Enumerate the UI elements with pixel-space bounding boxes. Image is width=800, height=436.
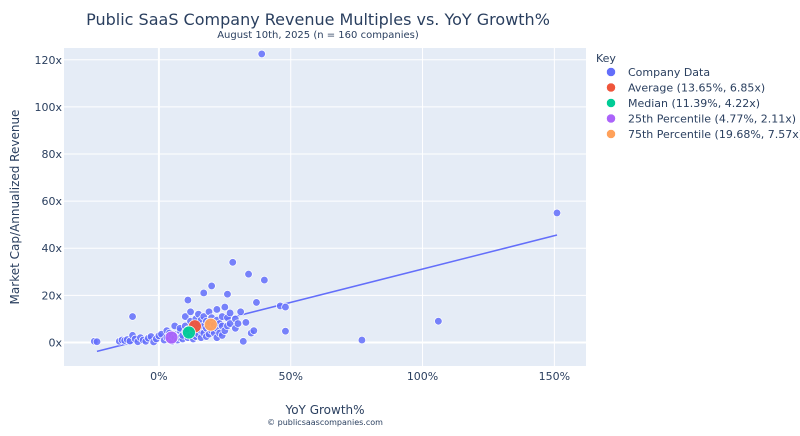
legend-entry-label: Average (13.65%, 6.85x) — [628, 82, 765, 95]
company-data-point — [281, 302, 290, 312]
x-tick-label: 0% — [150, 370, 167, 383]
plot-area[interactable] — [64, 48, 586, 366]
y-tick-label: 100x — [34, 101, 62, 114]
data-points — [90, 49, 562, 347]
legend-marker — [606, 113, 616, 124]
company-data-point — [92, 337, 102, 346]
legend-entry-label: 75th Percentile (19.68%, 7.57x) — [628, 128, 800, 141]
y-tick-label: 120x — [34, 54, 62, 67]
y-axis-label: Market Cap/Annualized Revenue — [8, 110, 22, 305]
x-axis-label: YoY Growth% — [284, 403, 364, 417]
company-data-point — [186, 307, 195, 316]
company-data-point — [239, 337, 248, 346]
company-data-point — [257, 49, 266, 59]
company-data-point — [249, 326, 258, 335]
company-data-point — [207, 281, 216, 291]
company-data-point — [241, 318, 251, 327]
company-data-point — [236, 307, 245, 316]
legend: Key Company Data Average (13.65%, 6.85x) M… — [596, 52, 800, 141]
y-tick-label: 0x — [48, 336, 62, 349]
y-tick-label: 20x — [41, 289, 62, 302]
legend-marker — [606, 67, 616, 77]
company-data-point — [223, 290, 232, 299]
chart-title: Public SaaS Company Revenue Multiples vs… — [86, 10, 550, 29]
company-data-point — [244, 269, 253, 279]
x-tick-label: 50% — [279, 370, 303, 383]
x-tick-label: 100% — [407, 370, 438, 383]
company-data-point — [181, 312, 190, 321]
company-data-point — [252, 298, 261, 307]
legend-title: Key — [596, 52, 616, 65]
company-data-point — [357, 335, 367, 345]
footer-credit: © publicsaascompanies.com — [267, 418, 383, 427]
statistic-marker — [182, 325, 196, 340]
y-tick-label: 60x — [41, 195, 62, 208]
company-data-point — [199, 288, 208, 298]
y-tick-label: 80x — [41, 148, 62, 161]
company-data-point — [212, 305, 222, 314]
company-data-point — [225, 308, 235, 318]
statistic-marker — [164, 330, 179, 345]
axis-ticks: 0% 50% 100% 150% 0x 20x 40x 60x 80x 100x 120x — [34, 54, 570, 383]
x-tick-label: 150% — [539, 370, 570, 383]
legend-entry-label: 25th Percentile (4.77%, 2.11x) — [628, 113, 796, 126]
company-data-point — [434, 317, 443, 326]
company-data-point — [260, 275, 269, 285]
company-data-point — [183, 295, 193, 305]
y-tick-label: 40x — [41, 242, 62, 255]
legend-entry-label: Company Data — [628, 66, 710, 79]
company-data-point — [233, 319, 243, 328]
company-data-point — [228, 258, 237, 267]
legend-marker — [606, 82, 616, 93]
company-data-point — [220, 302, 229, 312]
company-data-point — [552, 208, 562, 218]
statistic-marker — [203, 317, 218, 332]
legend-marker — [606, 129, 616, 139]
legend-entry-label: Median (11.39%, 4.22x) — [628, 97, 760, 110]
company-data-point — [281, 326, 290, 336]
legend-marker — [606, 98, 616, 108]
company-data-point — [128, 312, 137, 321]
chart-subtitle: August 10th, 2025 (n = 160 companies) — [217, 30, 419, 41]
